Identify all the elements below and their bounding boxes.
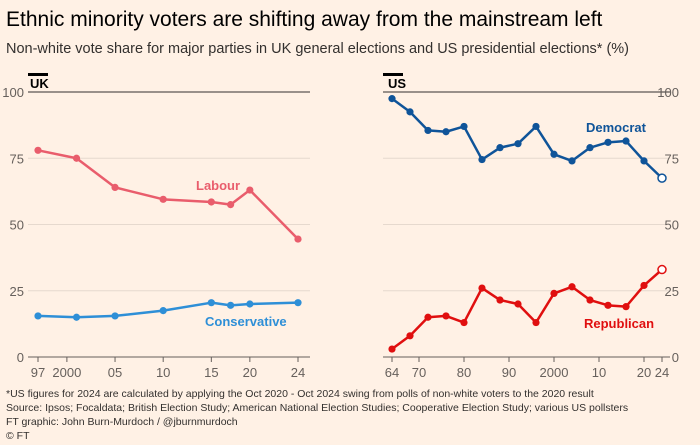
democrat-point (514, 140, 522, 148)
y-tick-label: 25 (10, 284, 24, 299)
panel-title: UK (30, 76, 49, 91)
copyright: © FT (6, 430, 30, 442)
x-tick-label: 2000 (540, 365, 569, 380)
democrat-point (568, 157, 576, 165)
democrat-point (586, 144, 594, 152)
x-tick-label: 10 (592, 365, 606, 380)
x-tick-label: 20 (243, 365, 257, 380)
republican-point (657, 264, 667, 275)
conservative-point (159, 307, 167, 315)
x-tick-label: 20 (637, 365, 651, 380)
conservative-point (226, 301, 235, 309)
labour-point (207, 198, 215, 206)
x-tick-label: 10 (156, 365, 170, 380)
democrat-point (406, 108, 414, 116)
republican-point (640, 281, 648, 290)
labour-line (37, 149, 299, 240)
conservative-point (72, 313, 81, 321)
labour-point (111, 183, 119, 191)
chart-subtitle: Non-white vote share for major parties i… (6, 41, 629, 57)
chart-footer: *US figures for 2024 are calculated by a… (6, 387, 628, 443)
conservative-point (294, 299, 302, 307)
conservative-point (34, 312, 42, 320)
x-tick-label: 97 (31, 365, 45, 380)
republican-label: Republican (584, 316, 654, 331)
republican-point (586, 296, 594, 304)
republican-point (406, 332, 414, 340)
chart-title: Ethnic minority voters are shifting away… (6, 8, 603, 31)
credit-line: FT graphic: John Burn-Murdoch / @jburnmu… (6, 416, 238, 428)
democrat-point (424, 126, 432, 135)
republican-line (391, 268, 663, 351)
labour-point (294, 235, 302, 243)
labour-point (72, 154, 81, 162)
conservative-point (246, 300, 254, 308)
democrat-point (532, 122, 540, 131)
republican-point (514, 300, 522, 308)
x-tick-label: 05 (108, 365, 122, 380)
panel-title-bar (28, 73, 48, 76)
republican-point (622, 303, 630, 311)
republican-point (460, 318, 468, 327)
footnote: *US figures for 2024 are calculated by a… (6, 388, 594, 400)
x-tick-label: 24 (291, 365, 305, 380)
democrat-point (640, 157, 648, 165)
democrat-point (657, 173, 667, 183)
republican-point (424, 313, 432, 321)
republican-point (496, 296, 504, 304)
republican-point (604, 301, 612, 309)
y-tick-label: 75 (665, 151, 679, 166)
x-tick-label: 80 (457, 365, 471, 380)
y-tick-label: 50 (665, 218, 679, 233)
conservative-point (207, 299, 215, 307)
republican-point (568, 283, 576, 291)
x-tick-label: 15 (204, 365, 218, 380)
x-tick-label: 24 (655, 365, 669, 380)
y-tick-label: 0 (672, 350, 679, 365)
conservative-point (111, 312, 119, 320)
labour-point (34, 146, 42, 154)
republican-point (388, 345, 396, 353)
x-tick-label: 2000 (52, 365, 81, 380)
y-tick-label: 100 (2, 85, 24, 100)
x-tick-label: 90 (502, 365, 516, 380)
democrat-point (622, 137, 630, 145)
republican-point (442, 312, 450, 320)
republican-point (478, 284, 486, 292)
democrat-label: Democrat (586, 120, 647, 135)
y-tick-label: 75 (10, 151, 24, 166)
source-note: Source: Ipsos; Focaldata; British Electi… (6, 402, 629, 414)
panel-title: US (388, 76, 406, 91)
democrat-point (478, 155, 486, 164)
x-tick-label: 70 (412, 365, 426, 380)
democrat-point (496, 144, 504, 152)
x-tick-label: 64 (385, 365, 399, 380)
democrat-point (442, 128, 450, 136)
democrat-point (604, 138, 612, 146)
labour-point (246, 186, 254, 194)
y-tick-label: 0 (17, 350, 24, 365)
republican-point (550, 289, 558, 297)
y-tick-label: 50 (10, 218, 24, 233)
republican-point (532, 318, 540, 327)
panel-title-bar (383, 73, 403, 76)
democrat-point (388, 95, 396, 103)
labour-point (159, 195, 167, 203)
y-tick-label: 100 (657, 85, 679, 100)
labour-label: Labour (196, 178, 240, 193)
democrat-point (460, 122, 468, 131)
y-tick-label: 25 (665, 284, 679, 299)
democrat-point (550, 150, 558, 158)
democrat-line (391, 97, 663, 180)
labour-point (226, 201, 235, 209)
conservative-label: Conservative (205, 314, 287, 329)
